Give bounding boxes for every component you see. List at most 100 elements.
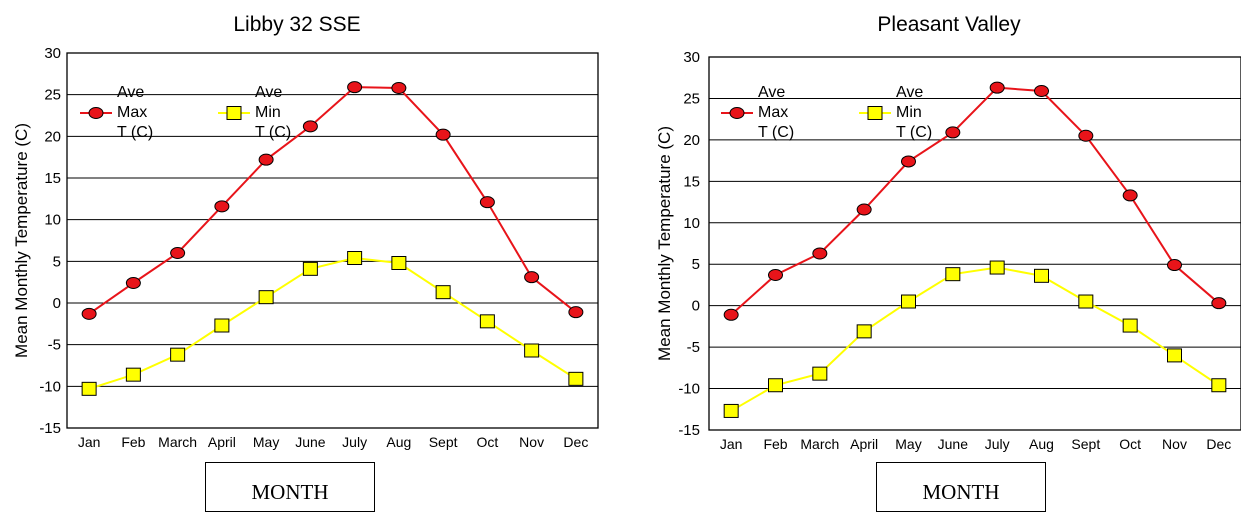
x-tick-label: May [895, 436, 921, 452]
legend-label-max: Max [117, 104, 147, 121]
x-tick-label: March [800, 436, 839, 452]
x-tick-label: Nov [1162, 436, 1187, 452]
data-point-max [524, 271, 540, 284]
data-point-max [768, 268, 783, 281]
legend: Ave Max T (C) Ave Min T (C) [80, 84, 291, 141]
legend-label-min: Ave [896, 84, 923, 101]
series-line [88, 256, 577, 390]
data-point-max [945, 126, 961, 139]
y-tick-label: 0 [53, 295, 61, 312]
legend-marker-max [88, 107, 104, 119]
x-tick-label: Sept [429, 434, 458, 450]
data-point-min [989, 260, 1005, 275]
chart-title: Libby 32 SSE [233, 13, 360, 36]
x-tick-label: Feb [121, 434, 145, 450]
chart-svg: Libby 32 SSE Mean Monthly Temperature (C)… [12, 13, 599, 450]
y-tick-label: 25 [44, 87, 61, 104]
x-tick-label: Jan [720, 436, 743, 452]
legend-label-min: T (C) [255, 124, 291, 141]
data-point-max [347, 81, 363, 94]
y-tick-label: -5 [687, 339, 700, 356]
x-tick-label: July [985, 436, 1010, 452]
data-point-max [856, 203, 872, 216]
plot-frame [708, 56, 1241, 431]
data-point-max [479, 196, 495, 209]
plot-frame [66, 52, 599, 429]
data-point-max [125, 277, 141, 289]
y-tick-label: 25 [683, 90, 700, 107]
data-point-max [1122, 189, 1138, 202]
legend-label-max: T (C) [117, 124, 153, 141]
data-point-max [391, 82, 407, 94]
series-line [730, 266, 1220, 412]
x-tick-label: March [158, 434, 197, 450]
data-point-min [391, 256, 407, 270]
data-point-max [989, 81, 1005, 94]
x-tick-label: Aug [1029, 436, 1054, 452]
legend-marker-max [729, 107, 745, 119]
x-tick-label: Dec [1206, 436, 1231, 452]
y-tick-label: -15 [39, 420, 61, 437]
legend-label-min: Min [896, 104, 922, 121]
x-tick-label: Sept [1071, 436, 1100, 452]
data-point-min [812, 366, 828, 381]
legend-marker-min [867, 106, 883, 120]
y-tick-label: 0 [692, 298, 700, 315]
x-tick-label: Aug [386, 434, 411, 450]
x-tick-label: Dec [563, 434, 588, 450]
x-tick-label: Jan [78, 434, 101, 450]
legend-label-max: Ave [758, 84, 785, 101]
data-point-max [435, 128, 451, 141]
data-point-min [479, 314, 495, 329]
series-line [88, 86, 577, 315]
data-point-max [723, 308, 739, 321]
x-tick-label: June [938, 436, 969, 452]
data-point-min [302, 261, 318, 276]
y-tick-label: -15 [678, 422, 700, 439]
x-tick-label: Oct [1119, 436, 1141, 452]
x-tick-label: Feb [763, 436, 787, 452]
x-tick-label: July [342, 434, 367, 450]
data-point-min [170, 347, 186, 362]
chart-libby-32-sse: Libby 32 SSE Mean Monthly Temperature (C)… [0, 0, 620, 512]
data-point-min [945, 267, 961, 282]
series-line [730, 86, 1220, 316]
data-point-min [81, 381, 97, 396]
y-tick-label: -10 [39, 378, 61, 395]
y-tick-label: 30 [44, 45, 61, 62]
data-point-min [435, 285, 451, 300]
y-tick-label: -5 [48, 337, 61, 354]
y-axis-label: Mean Monthly Temperature (C) [655, 126, 674, 361]
chart-pleasant-valley: Pleasant Valley Mean Monthly Temperature … [621, 0, 1241, 512]
data-point-min [1078, 294, 1094, 309]
data-point-min [568, 371, 584, 386]
data-point-min [1211, 378, 1227, 393]
data-point-max [901, 155, 916, 168]
y-tick-label: 30 [683, 49, 700, 66]
data-point-min [214, 318, 230, 333]
data-point-max [170, 247, 186, 259]
data-point-max [81, 307, 97, 320]
data-point-min [1167, 348, 1182, 363]
data-point-max [258, 153, 274, 166]
x-tick-label: June [295, 434, 326, 450]
data-point-max [1211, 297, 1227, 310]
y-tick-label: 15 [44, 170, 61, 187]
x-tick-label: Oct [476, 434, 498, 450]
data-point-min [768, 378, 783, 393]
data-point-max [568, 306, 584, 319]
x-tick-label: April [208, 434, 236, 450]
y-tick-label: 10 [44, 212, 61, 229]
y-tick-label: 20 [44, 128, 61, 145]
x-tick-label: Nov [519, 434, 544, 450]
x-tick-label: April [850, 436, 878, 452]
data-point-max [812, 247, 828, 260]
data-point-min [1034, 268, 1049, 283]
x-tick-label: May [253, 434, 279, 450]
data-point-max [1034, 84, 1049, 97]
legend-label-max: Ave [117, 84, 144, 101]
legend-marker-min [226, 106, 242, 120]
y-tick-label: 15 [683, 173, 700, 190]
data-point-min [258, 290, 274, 305]
data-point-max [1167, 259, 1182, 272]
